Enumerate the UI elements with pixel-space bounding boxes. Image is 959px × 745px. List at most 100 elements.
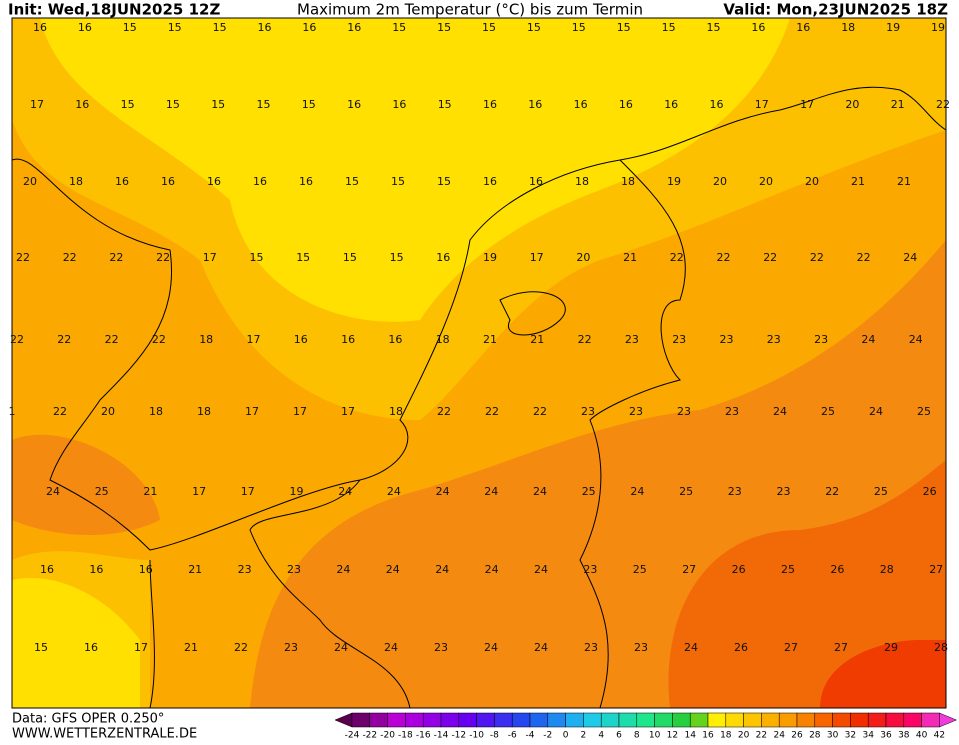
colorbar-tick-label: -22: [362, 731, 377, 741]
temperature-label: 23: [287, 563, 301, 576]
temperature-label: 21: [851, 175, 865, 188]
temperature-label: 24: [484, 485, 498, 498]
temperature-label: 23: [672, 333, 686, 346]
field: [40, 18, 790, 322]
temperature-label: 22: [825, 485, 839, 498]
temperature-label: 16: [115, 175, 129, 188]
temperature-label: 16: [436, 251, 450, 264]
temperature-label: 15: [527, 21, 541, 34]
colorbar-segment: [440, 712, 460, 728]
colorbar-tick-label: 14: [684, 731, 696, 741]
colorbar-segment: [707, 712, 727, 728]
colorbar-segment: [832, 712, 851, 728]
colorbar-segment: [725, 712, 744, 728]
colorbar-arrow: [334, 712, 353, 728]
temperature-label: 25: [917, 405, 931, 418]
temperature-label: 26: [734, 641, 748, 654]
temperature-label: 21: [897, 175, 911, 188]
temperature-label: 24: [909, 333, 923, 346]
temperature-label: 18: [575, 175, 589, 188]
temperature-label: 1: [9, 405, 16, 418]
temperature-label: 16: [341, 333, 355, 346]
temperature-label: 17: [247, 333, 261, 346]
temperature-label: 16: [253, 175, 267, 188]
temperature-label: 22: [109, 251, 123, 264]
field: [12, 578, 140, 708]
colorbar-tick-label: -14: [434, 731, 449, 741]
colorbar-segment: [689, 712, 709, 728]
colorbar-tick-label: 34: [862, 731, 874, 741]
temperature-label: 28: [880, 563, 894, 576]
temperature-label: 24: [387, 485, 401, 498]
temperature-label: 25: [874, 485, 888, 498]
temperature-label: 15: [168, 21, 182, 34]
temperature-label: 21: [891, 98, 905, 111]
colorbar-segment: [850, 712, 869, 728]
temperature-label: 23: [720, 333, 734, 346]
temperature-label: 27: [929, 563, 943, 576]
temperature-label: 22: [810, 251, 824, 264]
temperature-label: 27: [784, 641, 798, 654]
colorbar-segment: [921, 712, 940, 728]
temperature-label: 22: [156, 251, 170, 264]
temperature-label: 16: [294, 333, 308, 346]
temperature-label: 15: [34, 641, 48, 654]
temperature-label: 16: [751, 21, 765, 34]
temperature-label: 22: [717, 251, 731, 264]
temperature-label: 24: [436, 485, 450, 498]
temperature-label: 26: [923, 485, 937, 498]
temperature-label: 20: [805, 175, 819, 188]
colorbar-tick-label: 18: [720, 731, 732, 741]
temperature-label: 23: [634, 641, 648, 654]
temperature-label: 15: [257, 98, 271, 111]
temperature-label: 16: [574, 98, 588, 111]
temperature-label: 24: [384, 641, 398, 654]
temperature-label: 24: [684, 641, 698, 654]
temperature-label: 24: [386, 563, 400, 576]
colorbar-tick-label: -16: [416, 731, 431, 741]
temperature-label: 25: [679, 485, 693, 498]
colorbar-tick-label: 40: [916, 731, 928, 741]
colorbar-tick-label: -8: [490, 731, 499, 741]
temperature-label: 23: [725, 405, 739, 418]
valid-time: Valid: Mon,23JUN2025 18Z: [723, 1, 948, 19]
colorbar-tick-label: -20: [380, 731, 395, 741]
temperature-label: 16: [528, 98, 542, 111]
data-source: Data: GFS OPER 0.250°: [12, 712, 164, 727]
temperature-label: 24: [533, 485, 547, 498]
temperature-label: 23: [814, 333, 828, 346]
colorbar-tick-label: -6: [508, 731, 517, 741]
temperature-label: 24: [903, 251, 917, 264]
temperature-label: 18: [199, 333, 213, 346]
temperature-label: 24: [336, 563, 350, 576]
colorbar-tick-label: 6: [616, 731, 622, 741]
temperature-label: 22: [533, 405, 547, 418]
temperature-label: 15: [572, 21, 586, 34]
temperature-label: 16: [483, 175, 497, 188]
site-name: WWW.WETTERZENTRALE.DE: [12, 727, 197, 742]
temperature-label: 22: [234, 641, 248, 654]
temperature-label: 17: [245, 405, 259, 418]
temperature-label: 24: [861, 333, 875, 346]
colorbar-segment: [387, 712, 406, 728]
temperature-label: 22: [485, 405, 499, 418]
colorbar-segment: [547, 712, 566, 728]
colorbar-tick-label: 38: [898, 731, 910, 741]
temperature-label: 16: [78, 21, 92, 34]
temperature-label: 17: [341, 405, 355, 418]
temperature-label: 23: [677, 405, 691, 418]
temperature-label: 21: [188, 563, 202, 576]
temperature-label: 18: [197, 405, 211, 418]
temperature-label: 17: [800, 98, 814, 111]
temperature-label: 24: [534, 641, 548, 654]
temperature-label: 22: [857, 251, 871, 264]
colorbar-tick-label: 20: [738, 731, 750, 741]
temperature-label: 15: [390, 251, 404, 264]
temperature-label: 16: [483, 98, 497, 111]
colorbar-segment: [778, 712, 798, 728]
temperature-label: 23: [629, 405, 643, 418]
temperature-label: 16: [619, 98, 633, 111]
temperature-label: 23: [284, 641, 298, 654]
temperature-label: 18: [69, 175, 83, 188]
colorbar-segment: [351, 712, 371, 728]
